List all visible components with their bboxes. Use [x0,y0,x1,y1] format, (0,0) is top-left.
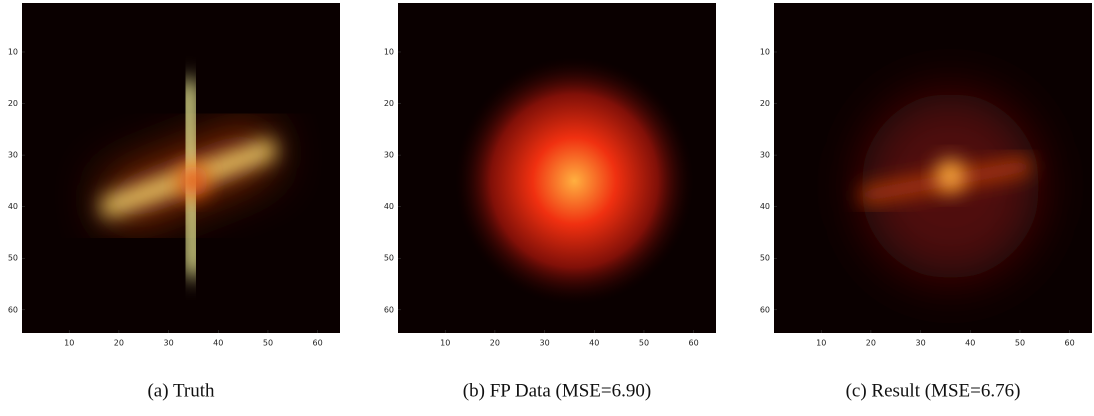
blob [935,160,966,192]
x-tick-label: 60 [313,339,323,348]
x-tick-label: 30 [163,339,173,348]
image-clip [100,79,277,278]
x-tick-label: 50 [263,339,273,348]
x-tick-label: 60 [689,339,699,348]
x-tick-label: 10 [440,339,450,348]
y-tick-label: 50 [384,254,394,263]
caption: (c) Result (MSE=6.76) [846,380,1021,401]
y-tick-label: 10 [8,47,18,56]
blob [178,165,209,197]
x-tick-label: 20 [490,339,500,348]
x-tick-label: 20 [866,339,876,348]
y-tick-label: 60 [760,305,770,314]
y-tick-label: 60 [384,305,394,314]
y-tick-label: 50 [760,254,770,263]
caption: (a) Truth [147,380,215,401]
y-tick-label: 30 [384,151,394,160]
image-content [859,82,1040,290]
y-tick-label: 60 [8,305,18,314]
y-tick-label: 20 [8,99,18,108]
image-content [455,57,694,305]
x-tick-label: 60 [1065,339,1075,348]
y-tick-label: 20 [384,99,394,108]
y-tick-label: 40 [384,202,394,211]
blob [455,57,694,305]
x-tick-label: 40 [213,339,223,348]
x-tick-label: 50 [1015,339,1025,348]
y-tick-label: 30 [760,151,770,160]
x-tick-label: 10 [816,339,826,348]
y-tick-label: 10 [384,47,394,56]
y-tick-label: 40 [760,202,770,211]
y-tick-label: 30 [8,151,18,160]
image-content [100,79,277,278]
image-clip [859,82,1040,290]
y-tick-label: 20 [760,99,770,108]
y-tick-label: 40 [8,202,18,211]
caption: (b) FP Data (MSE=6.90) [463,380,651,401]
x-tick-label: 10 [64,339,74,348]
x-tick-label: 30 [539,339,549,348]
x-tick-label: 50 [639,339,649,348]
x-tick-label: 20 [114,339,124,348]
x-tick-label: 30 [915,339,925,348]
y-tick-label: 10 [760,47,770,56]
image-clip [455,57,694,305]
y-tick-label: 50 [8,254,18,263]
x-tick-label: 40 [589,339,599,348]
x-tick-label: 40 [965,339,975,348]
